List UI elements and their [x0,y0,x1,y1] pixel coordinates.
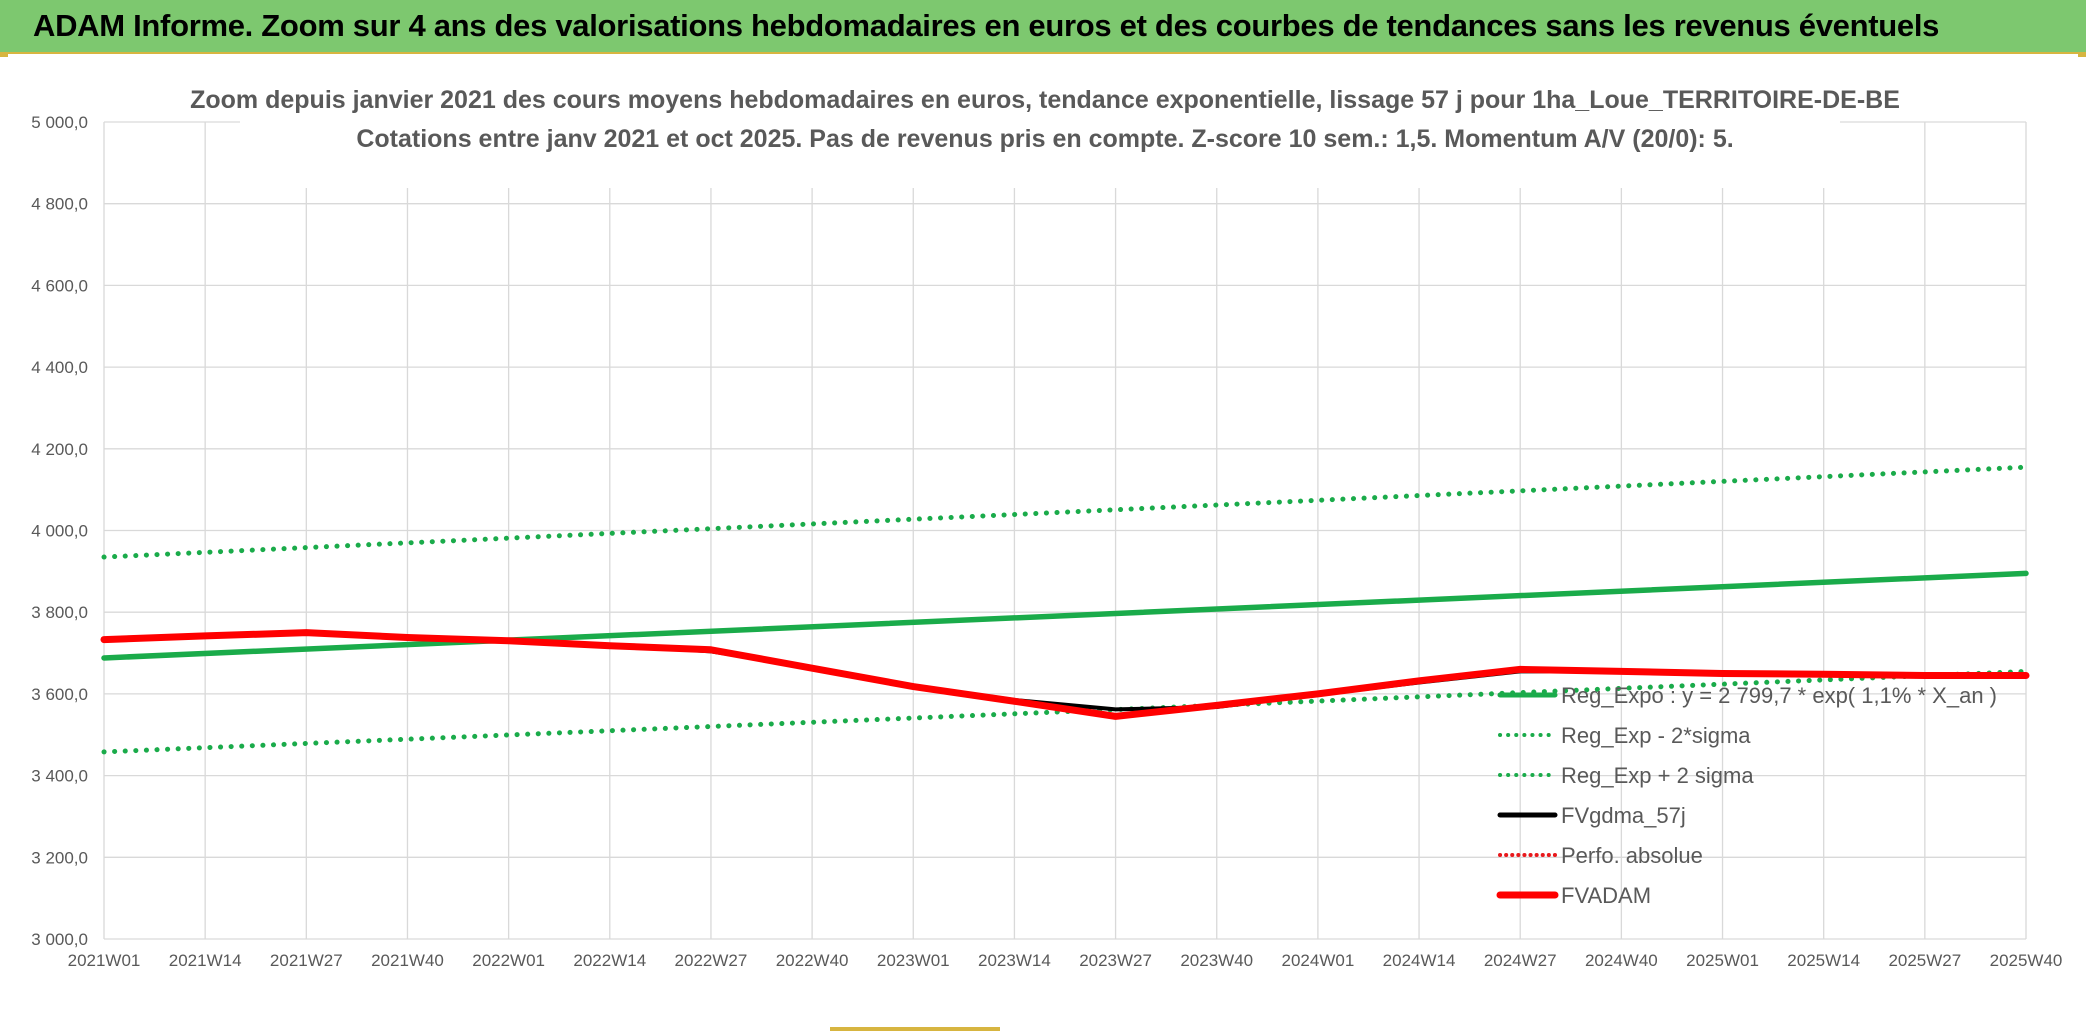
bottom-accent [830,1027,1000,1031]
y-tick-label: 4 000,0 [31,522,88,541]
y-tick-label: 4 800,0 [31,195,88,214]
y-tick-label: 3 200,0 [31,848,88,867]
series-line [101,668,2029,755]
banner-corner-left [0,54,8,57]
legend-label: FVADAM [1561,883,1651,908]
x-tick-label: 2024W27 [1484,951,1557,970]
y-tick-label: 3 600,0 [31,685,88,704]
chart-title-line2: Cotations entre janv 2021 et oct 2025. P… [356,125,1733,153]
x-tick-label: 2025W40 [1990,951,2063,970]
banner-corner-right [2078,54,2086,57]
x-tick-label: 2025W14 [1787,951,1860,970]
series-line [100,629,2030,720]
x-tick-label: 2023W27 [1079,951,1152,970]
x-tick-label: 2023W40 [1180,951,1253,970]
y-tick-label: 5 000,0 [31,113,88,132]
x-tick-label: 2022W27 [675,951,748,970]
x-tick-label: 2022W01 [472,951,545,970]
chart-grid [103,121,2027,940]
chart-title-background [240,76,1840,188]
x-tick-label: 2024W14 [1383,951,1456,970]
x-tick-label: 2024W40 [1585,951,1658,970]
y-tick-label: 3 400,0 [31,767,88,786]
x-axis-ticks: 2021W01 2021W14 2021W27 2021W40 2022W01 2022W… [68,951,2063,970]
x-tick-label: 2024W01 [1282,951,1355,970]
x-tick-label: 2021W14 [169,951,242,970]
banner-title: ADAM Informe. Zoom sur 4 ans des valoris… [33,8,1940,43]
series-line [101,464,2029,560]
chart-legend: Reg_Expo : y = 2 799,7 * exp( 1,1% * X_a… [1496,683,1997,908]
legend-label: Reg_Exp - 2*sigma [1561,723,1751,748]
x-tick-label: 2022W40 [776,951,849,970]
x-tick-label: 2021W01 [68,951,141,970]
y-tick-label: 4 200,0 [31,440,88,459]
report-banner: ADAM Informe. Zoom sur 4 ans des valoris… [0,0,2086,54]
legend-label: Perfo. absolue [1561,843,1703,868]
line-chart: 3 000,0 3 200,0 3 400,0 3 600,0 3 800,0 4 000… [31,76,2063,970]
x-tick-label: 2025W27 [1888,951,1961,970]
x-tick-label: 2021W27 [270,951,343,970]
x-tick-label: 2022W14 [573,951,646,970]
chart-title: Zoom depuis janvier 2021 des cours moyen… [190,76,1900,188]
x-tick-label: 2021W40 [371,951,444,970]
legend-label: FVgdma_57j [1561,803,1686,828]
chart-series [100,464,2030,755]
y-tick-label: 4 400,0 [31,358,88,377]
y-axis-ticks: 3 000,0 3 200,0 3 400,0 3 600,0 3 800,0 4 000… [31,113,88,949]
legend-label: Reg_Expo : y = 2 799,7 * exp( 1,1% * X_a… [1561,683,1997,708]
x-tick-label: 2023W14 [978,951,1051,970]
y-tick-label: 4 600,0 [31,276,88,295]
x-tick-label: 2025W01 [1686,951,1759,970]
legend-label: Reg_Exp + 2 sigma [1561,763,1754,788]
y-tick-label: 3 800,0 [31,603,88,622]
chart-title-line1: Zoom depuis janvier 2021 des cours moyen… [190,86,1900,114]
series-line [101,570,2029,661]
x-tick-label: 2023W01 [877,951,950,970]
y-tick-label: 3 000,0 [31,930,88,949]
